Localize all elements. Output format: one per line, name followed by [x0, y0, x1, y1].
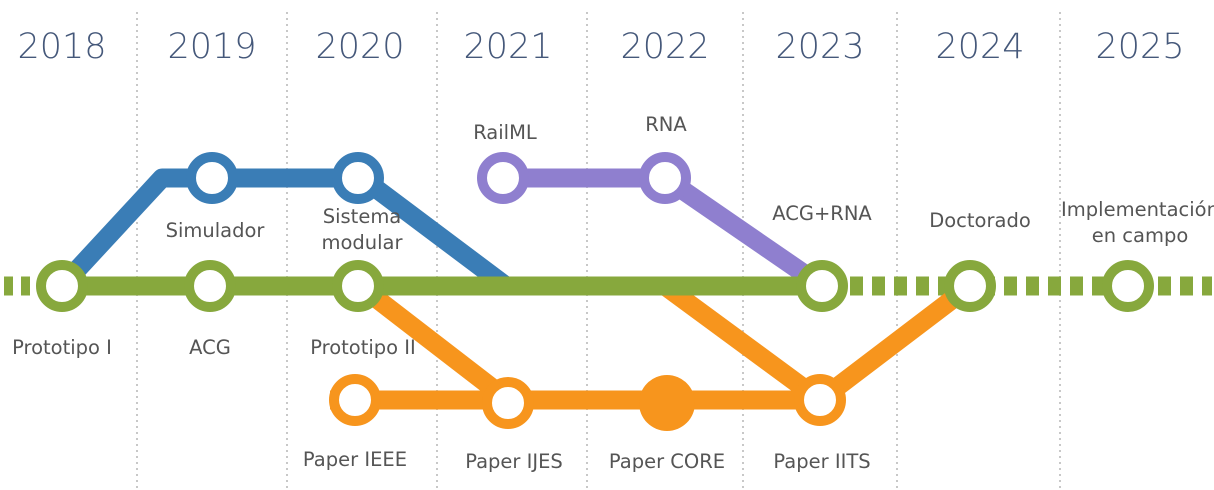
station-prototipo-2-label: Prototipo II: [310, 336, 416, 359]
station-rna-label: RNA: [645, 113, 687, 136]
station-railml-label: RailML: [473, 121, 537, 144]
station-paper-iits-label: Paper IITS: [773, 450, 870, 473]
station-implementacion-label-line-2: en campo: [1092, 224, 1189, 247]
station-doctorado-label: Doctorado: [929, 209, 1031, 232]
station-acg-rna-label: ACG+RNA: [772, 202, 872, 225]
year-label-2018: 2018: [17, 27, 106, 67]
year-label-2019: 2019: [167, 27, 256, 67]
orange-line-branch-a: [354, 278, 514, 408]
station-paper-ieee-label: Paper IEEE: [303, 448, 407, 471]
year-label-2025: 2025: [1095, 27, 1184, 67]
station-sistema-modular-label-line-1: Sistema: [323, 205, 402, 228]
year-label-2020: 2020: [315, 27, 404, 67]
station-paper-core-marker: [639, 375, 695, 431]
year-label-2021: 2021: [463, 27, 552, 67]
year-label-2023: 2023: [775, 27, 864, 67]
station-paper-ijes-label: Paper IJES: [465, 450, 563, 473]
station-sistema-modular-label-line-2: modular: [321, 231, 403, 254]
year-label-2024: 2024: [935, 27, 1024, 67]
station-paper-ieee-marker: [329, 374, 381, 426]
station-simulador-label: Simulador: [166, 219, 266, 242]
year-label-2022: 2022: [620, 27, 709, 67]
station-acg-label: ACG: [189, 336, 231, 359]
station-sistema-modular-marker: [332, 152, 384, 204]
station-paper-core-label: Paper CORE: [609, 450, 725, 473]
station-railml-marker: [477, 152, 529, 204]
orange-line-branch-b: [659, 278, 826, 408]
station-acg-marker: [184, 260, 236, 312]
station-rna-marker: [639, 152, 691, 204]
station-implementacion-marker: [1102, 260, 1154, 312]
station-paper-iits-marker: [794, 374, 846, 426]
station-prototipo-1-marker: [36, 260, 88, 312]
station-prototipo-2-marker: [332, 260, 384, 312]
station-acg-rna-marker: [796, 260, 848, 312]
station-doctorado-marker: [944, 260, 996, 312]
station-paper-ijes-marker: [482, 377, 534, 429]
station-prototipo-1-label: Prototipo I: [12, 336, 112, 359]
station-simulador-marker: [186, 152, 238, 204]
blue-line: [55, 168, 512, 294]
station-implementacion-label-line-1: Implementación: [1061, 198, 1214, 221]
